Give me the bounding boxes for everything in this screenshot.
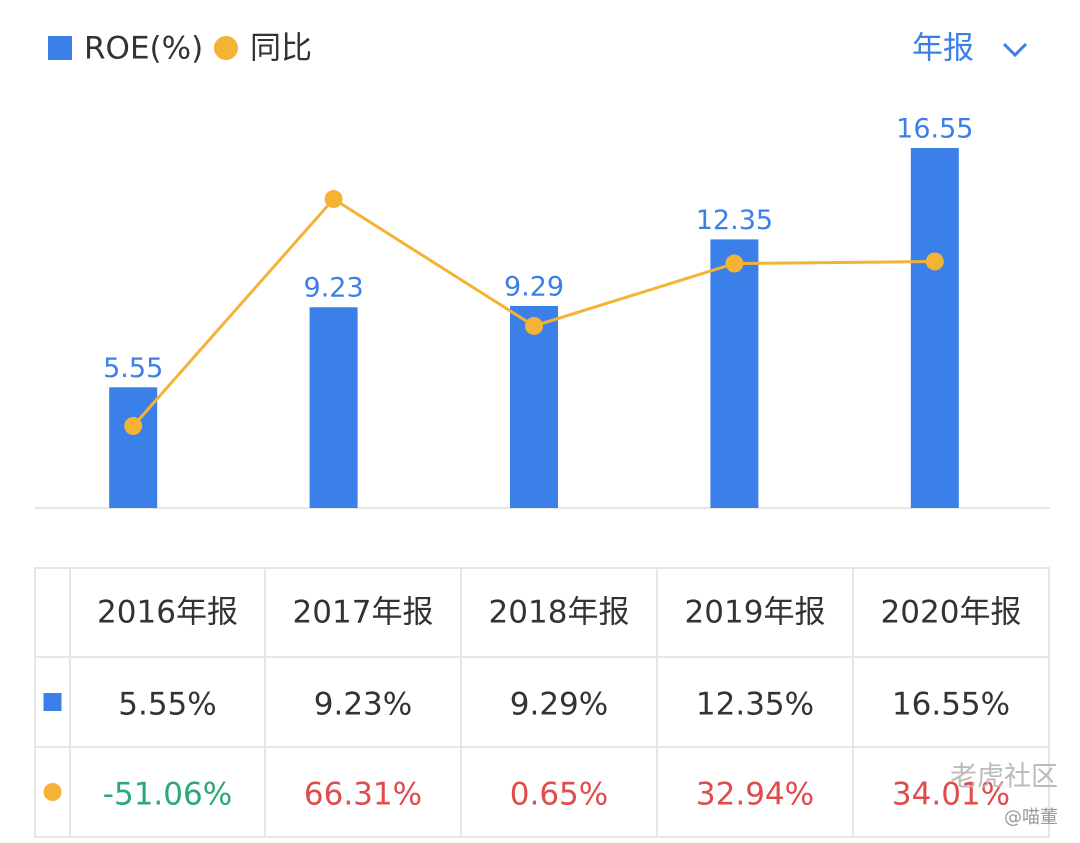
watermark: @喵董 — [1004, 807, 1058, 828]
line-point — [124, 416, 143, 435]
bar — [710, 239, 759, 508]
watermark: 老虎社区 — [950, 762, 1058, 793]
table-cell: 66.31% — [304, 777, 422, 813]
table-cell: 9.23% — [314, 687, 412, 723]
data-label: 12.35 — [696, 205, 773, 236]
table-cell: 34.01% — [892, 777, 1010, 813]
table-cell: 16.55% — [892, 687, 1010, 723]
line-point — [324, 190, 343, 209]
table-header: 2020年报 — [881, 595, 1022, 631]
legend-swatch-roe — [48, 36, 72, 60]
bar — [309, 307, 358, 508]
bar — [510, 305, 558, 508]
data-label: 9.29 — [504, 271, 564, 302]
dropdown-arrow[interactable] — [1002, 42, 1028, 58]
table-cell: 32.94% — [696, 777, 814, 813]
row-icon — [43, 693, 62, 711]
period-selector[interactable]: 年报 — [912, 31, 974, 67]
table-cell: 9.29% — [510, 687, 608, 723]
table-header: 2017年报 — [293, 595, 434, 631]
line-point — [725, 254, 744, 273]
data-label: 9.23 — [304, 273, 364, 304]
table-border — [34, 567, 1050, 838]
table-header: 2019年报 — [685, 595, 826, 631]
table-cell: 5.55% — [118, 687, 216, 723]
table-cell: 0.65% — [510, 777, 608, 813]
legend-swatch-yoy — [214, 36, 238, 60]
table-cell: -51.06% — [103, 777, 232, 813]
table-cell: 12.35% — [696, 687, 814, 723]
line-point — [525, 316, 543, 335]
legend-label: ROE(%) — [84, 31, 203, 67]
table-header: 2018年报 — [489, 595, 630, 631]
table-header: 2016年报 — [97, 595, 238, 631]
bar — [910, 148, 959, 508]
row-icon — [43, 783, 62, 801]
data-label: 16.55 — [896, 114, 973, 145]
legend-label: 同比 — [250, 31, 312, 67]
line-point — [925, 252, 944, 271]
table: 2016年报 2017年报 2018年报 2019年报 2020年报 5.55% 9.23%… — [34, 567, 1050, 838]
data-label: 5.55 — [103, 353, 163, 384]
